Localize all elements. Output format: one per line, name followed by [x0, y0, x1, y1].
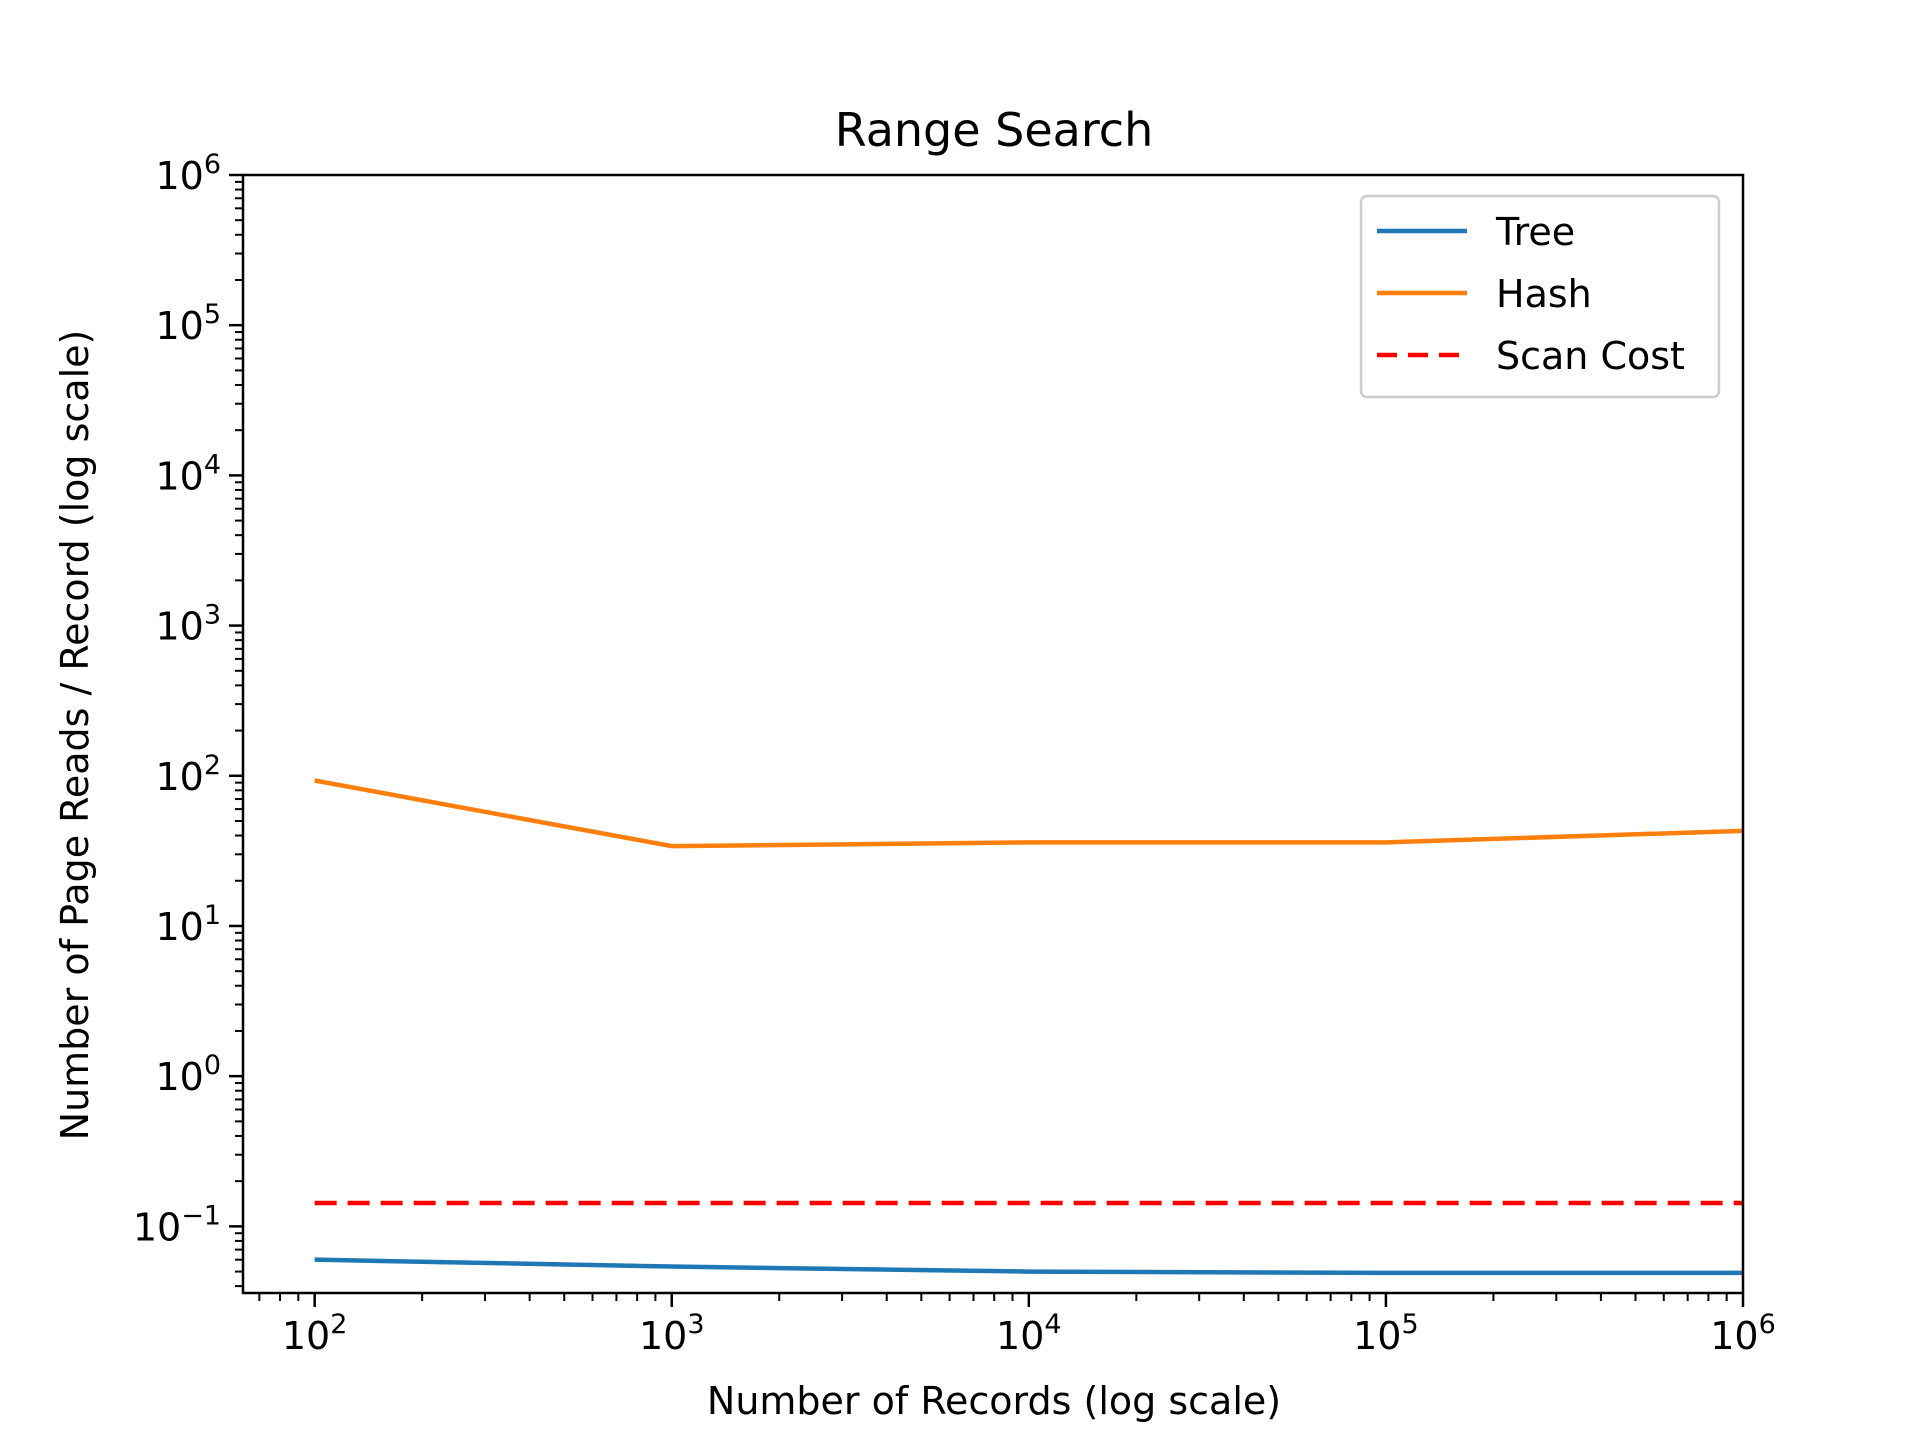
y-tick-label: 104 [155, 449, 221, 498]
legend: Tree Hash Scan Cost [1359, 194, 1721, 399]
x-axis-label: Number of Records (log scale) [707, 1379, 1281, 1423]
axes-frame [241, 173, 1745, 1295]
legend-label: Scan Cost [1496, 334, 1685, 378]
y-tick-label: 101 [155, 900, 221, 949]
legend-label: Hash [1496, 272, 1592, 316]
y-tick-label: 10−1 [133, 1200, 221, 1249]
legend-frame [1359, 194, 1721, 399]
ticks: 102 103 104 105 106 10−1 100 101 102 103 104 105 106 [133, 149, 1776, 1358]
y-tick-label: 100 [155, 1050, 221, 1099]
series-line-hash [314, 778, 1744, 849]
x-tick-label: 105 [1353, 1309, 1419, 1358]
y-tick-label: 103 [155, 600, 221, 649]
legend-label: Tree [1495, 210, 1575, 254]
y-tick-label: 105 [155, 299, 221, 348]
plot-area [314, 778, 1744, 1276]
y-axis-label: Number of Page Reads / Record (log scale… [53, 330, 97, 1141]
x-tick-label: 106 [1710, 1309, 1776, 1358]
chart-title: Range Search [835, 103, 1153, 157]
axes [241, 173, 1745, 1295]
y-tick-label: 102 [155, 750, 221, 799]
x-tick-label: 104 [996, 1309, 1062, 1358]
y-tick-label: 106 [155, 149, 221, 198]
series-line-tree [314, 1257, 1743, 1276]
x-tick-label: 102 [282, 1309, 348, 1358]
x-tick-label: 103 [639, 1309, 705, 1358]
